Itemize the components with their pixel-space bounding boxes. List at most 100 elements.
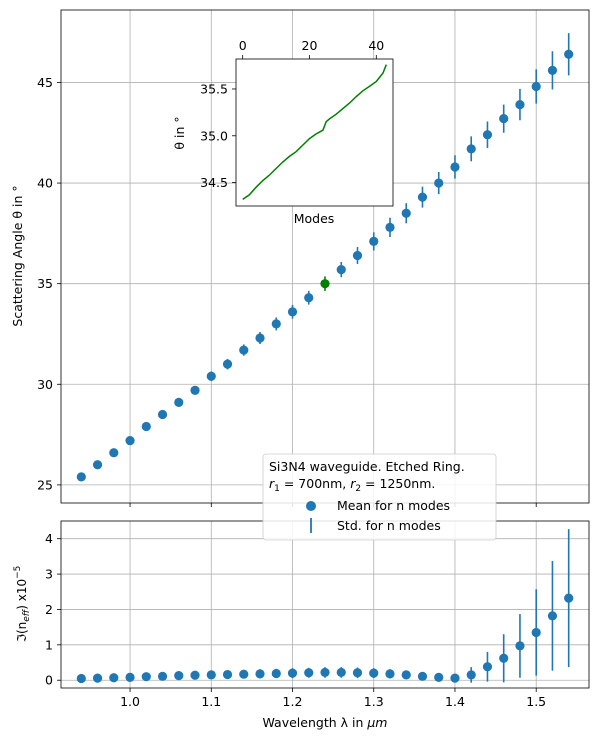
bottom-x-axis-label: Wavelength λ in μm xyxy=(262,715,387,730)
main-mean-point xyxy=(352,250,363,261)
bottom-x-tick-label: 1.2 xyxy=(283,694,303,709)
bottom-mean-point xyxy=(190,670,200,680)
bottom-mean-point xyxy=(174,671,184,681)
inset-plot: 0 20 40 34.5 35.0 35.5 Modes θ in ° xyxy=(172,38,394,226)
bottom-y-tick-label: 3 xyxy=(45,567,53,582)
bottom-y-tick-label: 1 xyxy=(45,637,53,652)
legend-r2-symbol: r xyxy=(350,476,356,491)
bottom-mean-point xyxy=(564,593,574,603)
legend-title-line2: r1 = 700nm, r2 = 1250nm. xyxy=(269,476,435,494)
legend-box xyxy=(262,453,497,541)
legend-mean-marker xyxy=(306,501,316,511)
bottom-mean-point xyxy=(206,670,216,680)
inset-y-tick-label: 35.5 xyxy=(200,81,228,96)
bottom-y-tick-label: 2 xyxy=(45,602,53,617)
main-mean-point xyxy=(417,192,428,202)
inset-frame xyxy=(235,58,394,207)
bottom-mean-point xyxy=(271,668,281,679)
main-mean-point xyxy=(466,144,476,154)
bottom-y-tick-label: 4 xyxy=(45,531,53,546)
main-mean-point xyxy=(141,421,151,432)
bottom-mean-point xyxy=(157,671,168,681)
main-mean-point xyxy=(92,460,103,470)
bottom-mean-point xyxy=(434,672,444,682)
legend-r2-sub: 2 xyxy=(355,484,361,494)
main-mean-point xyxy=(109,448,119,458)
main-mean-point xyxy=(515,99,525,110)
main-mean-point xyxy=(434,178,444,188)
inset-x-axis-label: Modes xyxy=(294,211,335,226)
bottom-mean-point xyxy=(417,671,428,681)
main-mean-point xyxy=(401,208,411,218)
bottom-mean-point xyxy=(369,668,379,678)
bottom-mean-point xyxy=(499,653,509,663)
main-y-tick-label: 30 xyxy=(37,377,53,392)
main-mean-point xyxy=(564,49,574,59)
main-y-tick-label: 40 xyxy=(37,176,53,191)
main-mean-point xyxy=(174,397,184,407)
bottom-mean-point xyxy=(547,611,558,621)
main-mean-point xyxy=(190,385,200,395)
main-mean-point xyxy=(499,114,509,124)
bottom-mean-point xyxy=(255,669,265,679)
inset-y-tick-label: 34.5 xyxy=(200,175,228,190)
legend-r1-value: = 700nm, xyxy=(280,476,350,491)
bottom-mean-point xyxy=(109,673,119,683)
bottom-mean-point xyxy=(482,662,493,672)
bottom-mean-point xyxy=(450,673,460,683)
main-mean-point xyxy=(320,279,330,289)
main-mean-point xyxy=(369,236,379,247)
legend-mean-label: Mean for n modes xyxy=(337,498,450,513)
bottom-x-tick-label: 1.0 xyxy=(120,694,140,709)
main-mean-point xyxy=(287,307,298,317)
bottom-mean-point xyxy=(222,669,233,680)
main-mean-point xyxy=(222,359,233,369)
bottom-y-axis-label-a: ℑ(n xyxy=(15,622,29,643)
bottom-mean-point xyxy=(92,673,103,683)
legend-r1-sub: 1 xyxy=(274,484,280,494)
bottom-mean-point xyxy=(320,667,330,678)
main-mean-point xyxy=(255,333,265,343)
bottom-y-axis-label: ℑ(neff) x10−5 xyxy=(13,566,32,643)
main-mean-point xyxy=(450,162,460,172)
bottom-x-tick-label: 1.4 xyxy=(445,694,465,709)
main-mean-point xyxy=(239,345,249,355)
bottom-mean-point xyxy=(125,672,135,682)
inset-x-tick-label: 40 xyxy=(368,38,384,53)
main-mean-point xyxy=(482,130,493,140)
legend-r1-symbol: r xyxy=(269,476,275,491)
inset-theta-line xyxy=(242,64,387,201)
bottom-mean-point xyxy=(239,669,249,679)
main-mean-point xyxy=(531,81,541,92)
inset-y-axis-label: θ in ° xyxy=(172,116,187,149)
main-mean-point xyxy=(157,409,168,420)
bottom-mean-point xyxy=(515,641,525,651)
bottom-mean-point xyxy=(336,667,346,678)
bottom-mean-point xyxy=(531,627,541,638)
legend-std-label: Std. for n modes xyxy=(337,518,441,533)
main-mean-point xyxy=(76,472,86,482)
main-mean-point xyxy=(547,65,558,75)
bottom-mean-point xyxy=(385,669,395,679)
bottom-mean-point xyxy=(304,668,314,678)
bottom-x-axis-label-main: Wavelength λ in xyxy=(262,715,367,730)
bottom-y-axis-label-sub: eff xyxy=(22,608,32,622)
bottom-mean-point xyxy=(401,670,411,680)
bottom-x-axis-label-unit: μm xyxy=(366,715,387,730)
main-y-axis-label: Scattering Angle θ in ° xyxy=(10,185,25,326)
bottom-y-tick-label: 0 xyxy=(45,673,53,688)
main-mean-point xyxy=(206,371,216,381)
bottom-x-tick-label: 1.5 xyxy=(526,694,546,709)
inset-x-tick-label: 20 xyxy=(302,38,318,53)
inset-x-tick-label: 0 xyxy=(239,38,247,53)
legend-title: Si3N4 waveguide. Etched Ring. xyxy=(269,459,465,474)
bottom-y-axis-label-sup: −5 xyxy=(13,566,23,579)
main-y-tick-label: 45 xyxy=(37,75,53,90)
bottom-mean-point xyxy=(287,668,298,678)
main-mean-point xyxy=(125,436,135,446)
bottom-y-axis-label-b: ) x10 xyxy=(15,579,29,610)
bottom-plot: 1.0 1.1 1.2 1.3 1.4 1.5 0 1 2 3 4 Wavelength λ in … xyxy=(13,520,590,730)
bottom-mean-point xyxy=(76,673,86,684)
bottom-mean-point xyxy=(352,668,363,678)
